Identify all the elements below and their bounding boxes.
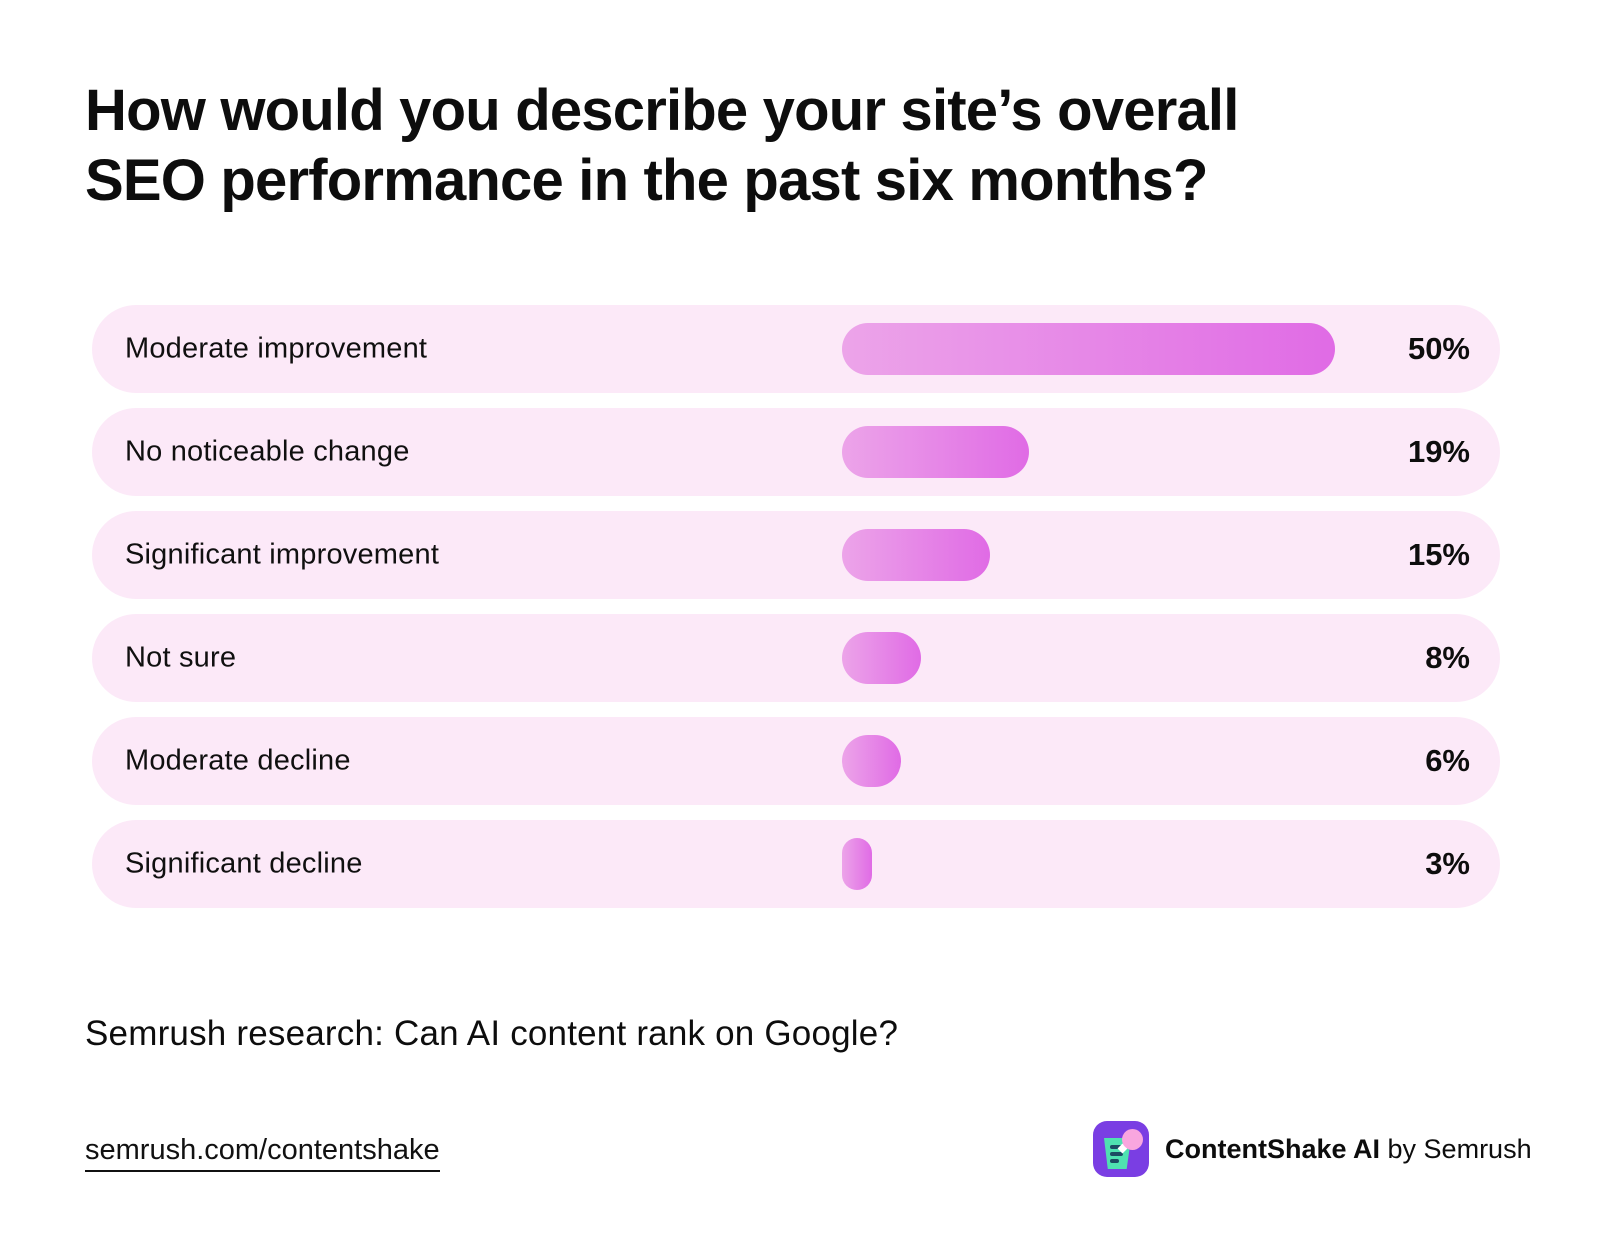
category-label: Significant improvement [125, 538, 440, 571]
chart-row: Moderate improvement 50% [92, 305, 1500, 393]
chart-row: Moderate decline 6% [92, 717, 1500, 805]
brand-name-bold: ContentShake AI [1165, 1133, 1381, 1164]
glass-text-line [1110, 1152, 1123, 1156]
value-label: 6% [1425, 743, 1470, 778]
brand-name: ContentShake AI by Semrush [1165, 1134, 1532, 1165]
title-line-1: How would you describe your site’s overa… [85, 78, 1239, 143]
value-label: 15% [1407, 537, 1470, 572]
value-label: 19% [1407, 434, 1470, 469]
bar-segment [842, 529, 990, 581]
glass-text-line [1110, 1159, 1119, 1163]
bar-segment [842, 632, 921, 684]
value-label: 8% [1425, 640, 1470, 675]
category-label: Significant decline [125, 847, 363, 880]
glass-text-line [1110, 1145, 1123, 1149]
source-link[interactable]: semrush.com/contentshake [85, 1134, 440, 1172]
chart-row: Significant improvement 15% [92, 511, 1500, 599]
bubble-circle [1122, 1129, 1143, 1150]
category-label: Moderate improvement [125, 332, 428, 365]
bar-segment [842, 323, 1335, 375]
chart-row: Not sure 8% [92, 614, 1500, 702]
horizontal-bar-chart: Moderate improvement 50% No noticeable cha… [92, 305, 1500, 923]
value-label: 3% [1425, 846, 1470, 881]
value-label: 50% [1407, 331, 1470, 366]
category-label: Not sure [125, 641, 237, 674]
chart-row: No noticeable change 19% [92, 408, 1500, 496]
contentshake-logo-icon [1093, 1121, 1149, 1177]
bar-segment [842, 838, 872, 890]
bar-segment [842, 426, 1030, 478]
page-title: How would you describe your site’s overa… [85, 76, 1505, 216]
brand-lockup: ContentShake AI by Semrush [1093, 1121, 1532, 1177]
chart-row: Significant decline 3% [92, 820, 1500, 908]
research-subtitle: Semrush research: Can AI content rank on… [85, 1014, 899, 1053]
category-label: No noticeable change [125, 435, 410, 468]
category-label: Moderate decline [125, 744, 351, 777]
bar-segment [842, 735, 902, 787]
title-line-2: SEO performance in the past six months? [85, 148, 1208, 213]
brand-name-rest: by Semrush [1380, 1133, 1532, 1164]
